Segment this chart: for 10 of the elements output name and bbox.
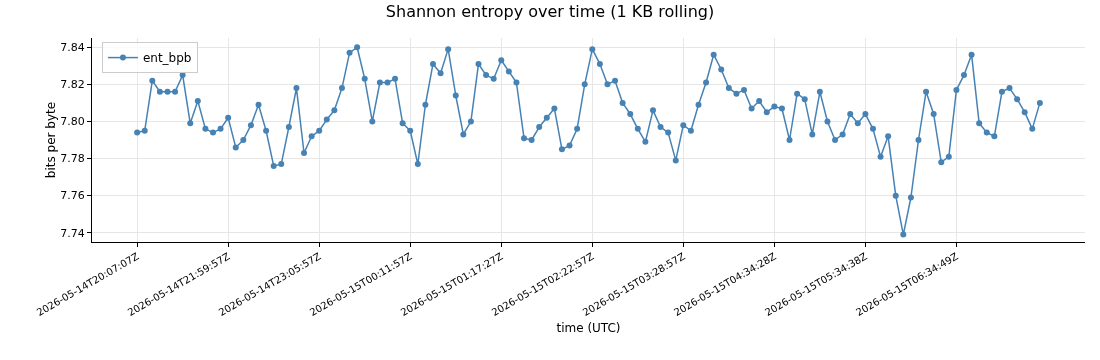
y-tick-label: 7.74 [60,226,85,240]
y-tick-label: 7.78 [60,152,85,166]
legend-label: ent_bpb [142,51,192,66]
y-axis-title: bits per byte [44,101,59,179]
y-tick-label: 7.76 [60,189,85,203]
chart-title: Shannon entropy over time (1 KB rolling) [385,1,715,21]
y-tick-label: 7.84 [60,41,85,55]
y-tick-label: 7.80 [60,115,85,129]
x-axis-title: time (UTC) [556,320,621,335]
y-tick-label: 7.82 [60,78,85,92]
